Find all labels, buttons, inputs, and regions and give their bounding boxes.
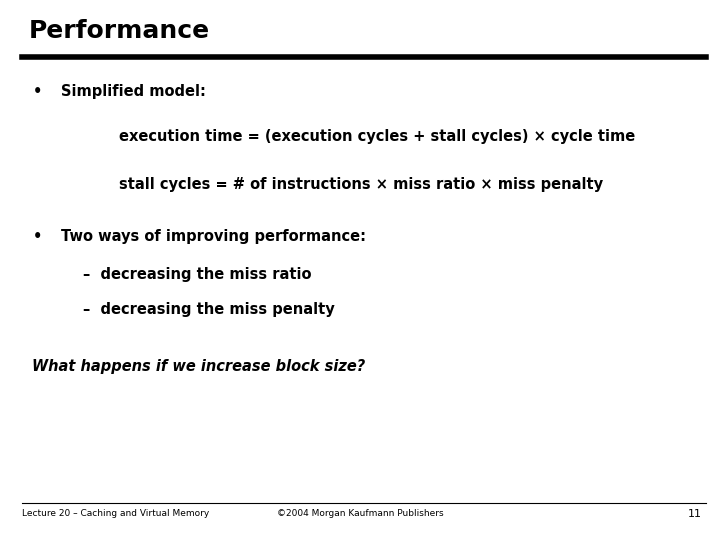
Text: stall cycles = # of instructions × miss ratio × miss penalty: stall cycles = # of instructions × miss … [119, 177, 603, 192]
Text: Performance: Performance [29, 19, 210, 43]
Text: ©2004 Morgan Kaufmann Publishers: ©2004 Morgan Kaufmann Publishers [276, 509, 444, 518]
Text: •: • [32, 84, 42, 99]
Text: 11: 11 [688, 509, 702, 519]
Text: Simplified model:: Simplified model: [61, 84, 206, 99]
Text: –  decreasing the miss ratio: – decreasing the miss ratio [83, 267, 311, 282]
Text: execution time = (execution cycles + stall cycles) × cycle time: execution time = (execution cycles + sta… [119, 129, 635, 144]
Text: Two ways of improving performance:: Two ways of improving performance: [61, 230, 366, 245]
Text: Lecture 20 – Caching and Virtual Memory: Lecture 20 – Caching and Virtual Memory [22, 509, 209, 518]
Text: –  decreasing the miss penalty: – decreasing the miss penalty [83, 302, 335, 318]
Text: What happens if we increase block size?: What happens if we increase block size? [32, 359, 366, 374]
Text: •: • [32, 230, 42, 245]
